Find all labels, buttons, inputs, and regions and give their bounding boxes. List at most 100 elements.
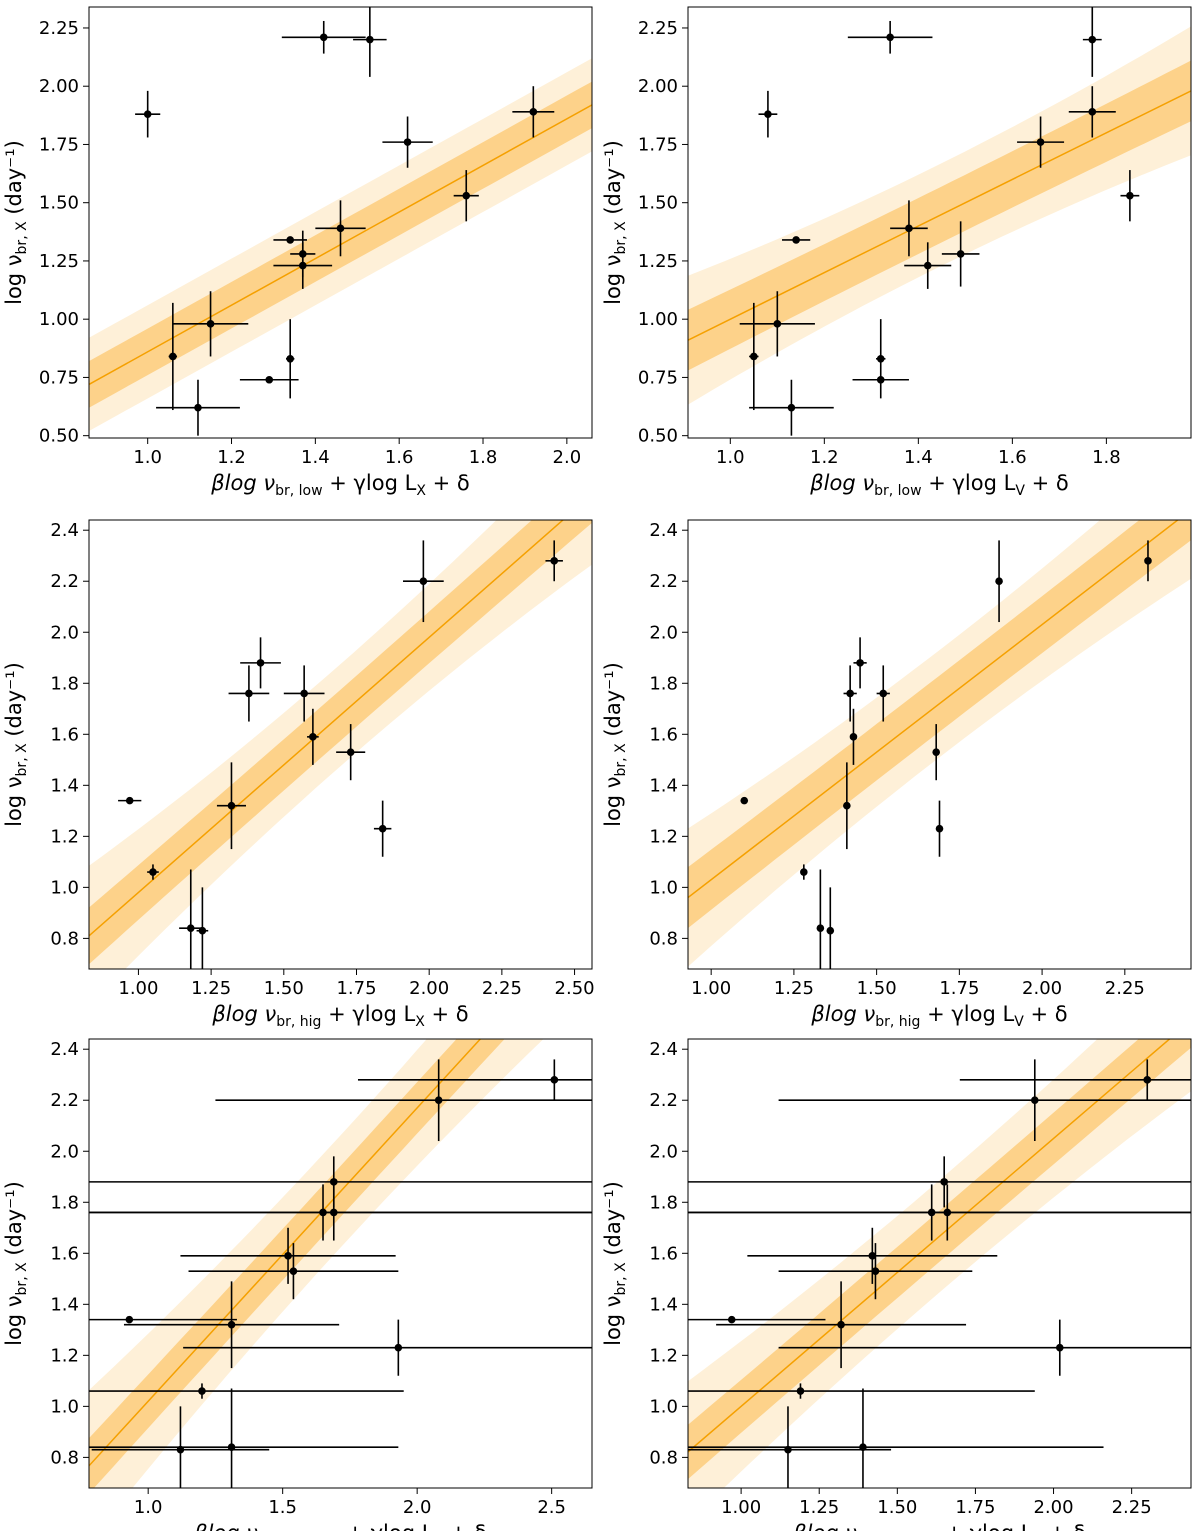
data-point-10 xyxy=(273,242,333,289)
point-marker xyxy=(856,659,864,667)
point-marker xyxy=(319,33,328,42)
data-point-4 xyxy=(196,887,209,969)
y-tick-label: 1.4 xyxy=(649,1294,678,1315)
point-marker xyxy=(366,35,374,44)
data-point-13 xyxy=(156,379,240,436)
data-point-7 xyxy=(853,637,867,689)
data-point-11 xyxy=(739,291,815,357)
data-point-7 xyxy=(188,1243,399,1300)
data-point-2 xyxy=(281,20,366,54)
point-marker xyxy=(773,320,782,328)
y-tick-label: 0.75 xyxy=(39,367,79,388)
point-marker xyxy=(859,1443,867,1451)
data-point-6 xyxy=(180,1227,396,1284)
point-marker xyxy=(265,375,274,384)
point-marker xyxy=(206,320,215,328)
data-point-1 xyxy=(688,1315,826,1324)
point-marker xyxy=(336,224,345,233)
data-point-15 xyxy=(286,319,295,399)
x-tick-label: 2.00 xyxy=(1033,1497,1073,1518)
confidence-band-outer xyxy=(89,520,592,969)
point-marker xyxy=(1144,557,1152,565)
data-point-8 xyxy=(890,200,928,257)
confidence-band-outer xyxy=(89,1039,544,1488)
point-marker xyxy=(286,354,295,363)
point-marker xyxy=(1126,191,1134,200)
y-tick-label: 1.4 xyxy=(50,1294,79,1315)
point-marker xyxy=(940,1178,948,1186)
y-tick-label: 2.0 xyxy=(50,1141,79,1162)
point-marker xyxy=(943,1208,952,1217)
plot-area xyxy=(688,1039,1191,1488)
data-point-6 xyxy=(453,170,479,222)
data-point-10 xyxy=(336,724,366,781)
data-point-5 xyxy=(1017,116,1065,168)
point-marker xyxy=(787,403,796,412)
x-tick-label: 1.6 xyxy=(385,447,414,468)
data-point-2 xyxy=(688,1383,1035,1399)
data-point-4 xyxy=(1068,86,1116,138)
data-point-15 xyxy=(876,319,886,399)
plot-area xyxy=(688,7,1191,436)
x-tick-label: 1.75 xyxy=(955,1497,995,1518)
y-tick-label: 2.25 xyxy=(638,18,678,39)
y-tick-label: 1.75 xyxy=(39,134,79,155)
plot-frame xyxy=(687,6,1192,439)
y-tick-label: 2.00 xyxy=(638,76,678,97)
data-point-1 xyxy=(758,90,778,138)
point-marker xyxy=(816,924,825,932)
data-point-12 xyxy=(215,1059,592,1142)
point-marker xyxy=(1055,1343,1064,1352)
y-tick-label: 1.25 xyxy=(39,251,79,272)
data-point-2 xyxy=(847,20,933,54)
y-tick-label: 1.0 xyxy=(649,1396,678,1417)
data-point-8 xyxy=(283,665,325,722)
y-tick-label: 1.6 xyxy=(649,724,678,745)
plot-area xyxy=(688,520,1191,969)
data-point-13 xyxy=(545,540,563,582)
y-tick-label: 1.2 xyxy=(649,826,678,847)
y-tick-label: 2.2 xyxy=(50,571,79,592)
x-tick-label: 2.5 xyxy=(537,1497,566,1518)
y-tick-label: 1.0 xyxy=(649,877,678,898)
point-marker xyxy=(868,1252,877,1260)
x-tick-label: 1.0 xyxy=(716,447,745,468)
y-tick-label: 2.2 xyxy=(649,1090,678,1111)
data-point-12 xyxy=(749,302,759,411)
y-tick-label: 1.2 xyxy=(649,1345,678,1366)
point-marker xyxy=(849,733,858,741)
point-marker xyxy=(289,1267,298,1275)
x-tick-label: 1.50 xyxy=(877,1497,917,1518)
x-tick-label: 1.8 xyxy=(1092,447,1121,468)
plot-frame xyxy=(687,1038,1192,1489)
point-marker xyxy=(879,689,888,698)
point-marker xyxy=(286,236,295,244)
data-point-10 xyxy=(688,1156,1191,1208)
x-tick-label: 1.2 xyxy=(810,447,839,468)
y-tick-label: 1.4 xyxy=(50,775,79,796)
y-tick-label: 1.50 xyxy=(638,193,678,214)
x-tick-label: 2.0 xyxy=(553,447,582,468)
y-tick-label: 1.6 xyxy=(50,1243,79,1264)
plot-frame xyxy=(88,1038,593,1489)
data-point-1 xyxy=(135,90,161,138)
y-tick-label: 1.2 xyxy=(50,1345,79,1366)
plot-area xyxy=(89,520,592,969)
data-point-9 xyxy=(904,242,952,289)
data-point-11 xyxy=(373,800,392,857)
data-point-5 xyxy=(123,1281,340,1369)
plot-frame xyxy=(88,6,593,439)
data-point-5 xyxy=(843,762,851,850)
point-marker xyxy=(378,824,387,833)
data-point-10 xyxy=(932,724,940,781)
point-marker xyxy=(764,110,772,118)
y-tick-label: 0.8 xyxy=(50,928,79,949)
x-tick-label: 2.00 xyxy=(1022,978,1062,999)
data-point-11 xyxy=(183,1319,592,1376)
point-marker xyxy=(550,1076,559,1084)
point-marker xyxy=(284,1252,292,1260)
data-point-4 xyxy=(688,1388,1104,1488)
fit-line xyxy=(688,1039,1171,1453)
chart-panel-3: 1.00 1.25 1.50 1.75 2.00 2.25 2.50 0.8 1.0 1.2 1.4… xyxy=(2,519,595,1030)
point-marker xyxy=(227,801,236,810)
